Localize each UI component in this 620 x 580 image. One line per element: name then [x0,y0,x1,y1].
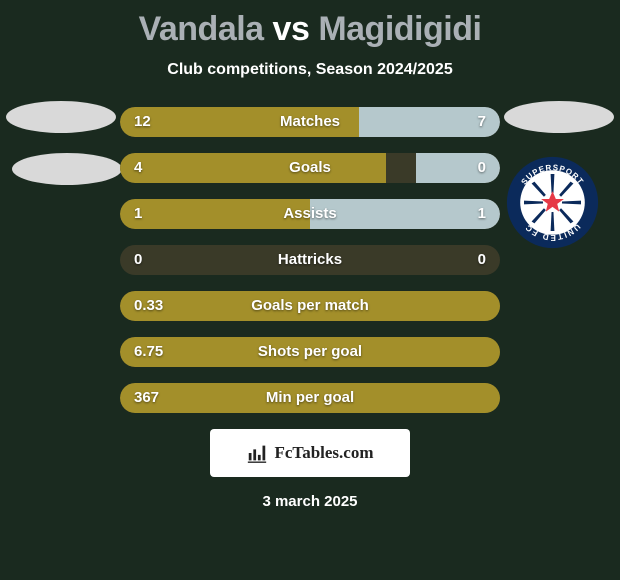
stat-value-right: 0 [478,245,486,275]
stat-value-right: 1 [478,199,486,229]
stat-bar: 1Assists1 [120,199,500,229]
player1-club-placeholder-ellipse [12,153,122,185]
stat-bar: 4Goals0 [120,153,500,183]
stat-value-right: 0 [478,153,486,183]
stat-label: Min per goal [120,383,500,413]
stat-label: Goals per match [120,291,500,321]
stat-label: Assists [120,199,500,229]
stat-label: Goals [120,153,500,183]
vs-text: vs [273,10,310,48]
stat-bar-list: 12Matches74Goals01Assists10Hattricks00.3… [120,107,500,413]
brand-box: FcTables.com [210,429,410,477]
stat-bar: 367Min per goal [120,383,500,413]
player2-name: Magidigidi [318,10,481,48]
stat-label: Hattricks [120,245,500,275]
stat-label: Matches [120,107,500,137]
stat-bar: 6.75Shots per goal [120,337,500,367]
comparison-date: 3 march 2025 [0,493,620,510]
player1-name: Vandala [139,10,264,48]
comparison-title: Vandala vs Magidigidi [0,0,620,49]
stat-label: Shots per goal [120,337,500,367]
stat-bar: 0.33Goals per match [120,291,500,321]
stat-bar: 0Hattricks0 [120,245,500,275]
stat-value-right: 7 [478,107,486,137]
brand-chart-icon [246,442,268,464]
stat-bar: 12Matches7 [120,107,500,137]
content-area: SUPERSPORT UNITED FC 12Matches7 4Goals0 1A… [0,107,620,413]
player2-club-crest: SUPERSPORT UNITED FC [505,155,600,250]
player1-placeholder-ellipse [6,101,116,133]
subtitle: Club competitions, Season 2024/2025 [0,61,620,79]
brand-text: FcTables.com [274,443,373,463]
player2-placeholder-ellipse [504,101,614,133]
